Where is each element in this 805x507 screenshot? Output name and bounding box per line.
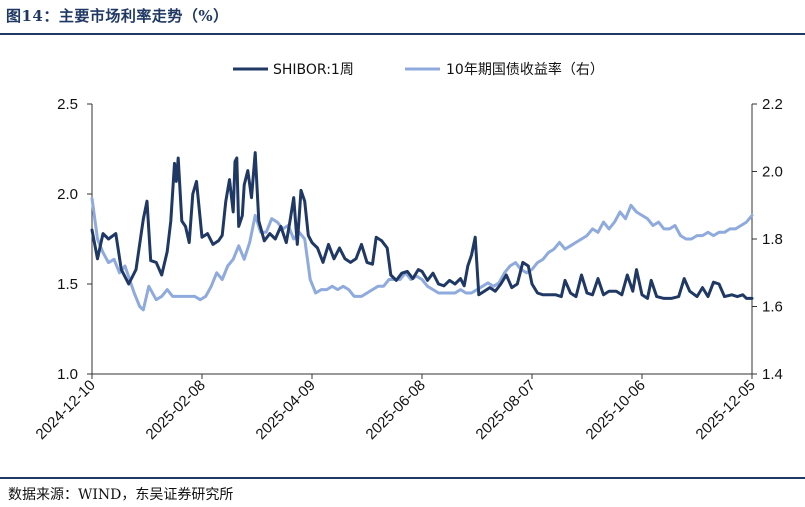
chart-legend: SHIBOR:1周 10年期国债收益率（右）	[233, 61, 604, 78]
y-right-tick-label: 1.6	[762, 299, 783, 316]
y-left-tick-label: 2.0	[57, 186, 78, 203]
y-left-tick-label: 2.5	[57, 96, 78, 113]
chart-series-group	[90, 151, 754, 312]
x-tick-label: 2025-12-05	[693, 377, 759, 443]
y-right-tick-label: 2.2	[762, 96, 783, 113]
y-left-tick-label: 1.0	[57, 366, 78, 383]
x-tick-label: 2024-12-10	[33, 377, 99, 443]
y-left-tick-label: 1.5	[57, 276, 78, 293]
y-right-tick-label: 1.4	[762, 366, 783, 383]
source-note: 数据来源：WIND，东吴证券研究所	[8, 487, 234, 503]
x-tick-label: 2025-08-07	[473, 377, 539, 443]
y-right-tick-label: 2.0	[762, 164, 783, 181]
x-tick-label: 2025-06-08	[363, 377, 429, 443]
title-rule	[0, 33, 805, 35]
chart-axes: 1.0 1.5 2.0 2.5 1.4 1.6 1.8 2.0 2.2 2024-12-10 202…	[33, 96, 783, 443]
chart-canvas: 1.0 1.5 2.0 2.5 1.4 1.6 1.8 2.0 2.2 2024-12-10 202…	[33, 61, 783, 443]
legend-label-bond-yield: 10年期国债收益率（右）	[446, 61, 604, 78]
series-line-shibor	[90, 151, 754, 300]
legend-label-shibor: SHIBOR:1周	[273, 62, 354, 78]
series-line-bond-yield	[90, 197, 754, 312]
x-tick-label: 2025-04-09	[253, 377, 319, 443]
y-right-tick-label: 1.8	[762, 231, 783, 248]
x-tick-label: 2025-10-06	[583, 377, 649, 443]
figure-title: 图14：主要市场利率走势（%）	[6, 7, 229, 25]
x-tick-label: 2025-02-08	[143, 377, 209, 443]
source-rule	[0, 477, 805, 479]
